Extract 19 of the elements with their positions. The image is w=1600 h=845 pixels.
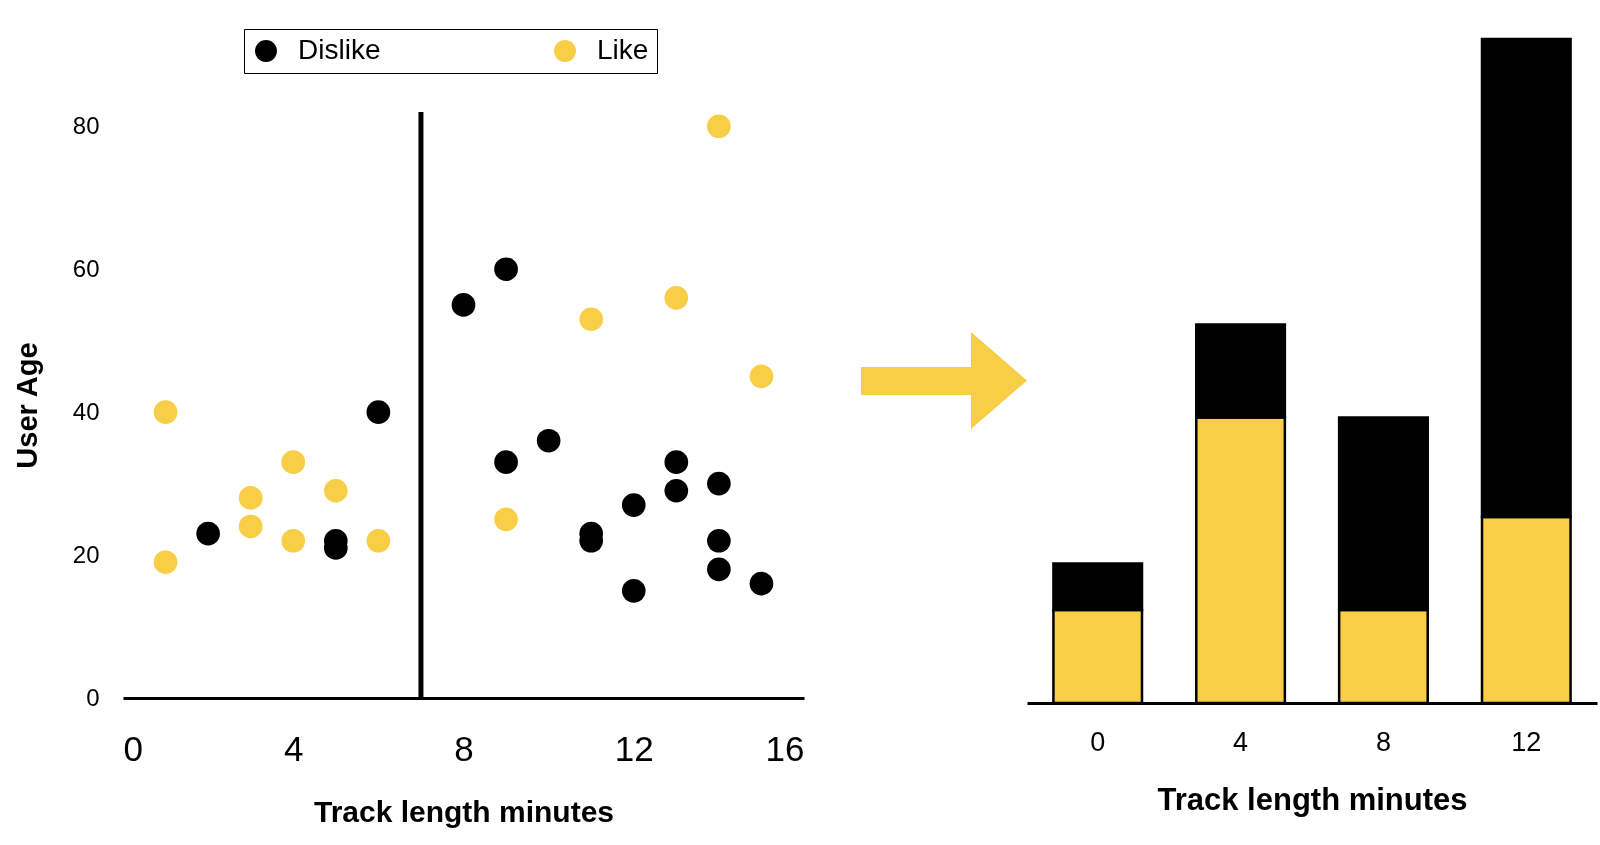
x-axis-title: Track length minutes bbox=[313, 794, 615, 828]
x-tick-label: 16 bbox=[765, 728, 805, 768]
x-tick-label: 8 bbox=[454, 728, 474, 768]
y-tick-label: 20 bbox=[72, 540, 100, 568]
x-tick-label: 0 bbox=[123, 728, 143, 768]
x-tick-label: 12 bbox=[1511, 726, 1542, 757]
x-tick-label: 0 bbox=[1090, 726, 1106, 757]
x-tick-label: 8 bbox=[1375, 726, 1391, 757]
x-tick-label: 12 bbox=[614, 728, 654, 768]
legend-label: Like bbox=[597, 34, 649, 65]
x-tick-label: 4 bbox=[1233, 726, 1249, 757]
y-tick-label: 60 bbox=[72, 254, 100, 282]
y-tick-label: 40 bbox=[72, 397, 100, 425]
y-tick-label: 0 bbox=[86, 683, 100, 711]
x-axis-title: Track length minutes bbox=[1157, 781, 1468, 817]
x-tick-label: 4 bbox=[284, 728, 304, 768]
y-tick-label: 80 bbox=[72, 111, 100, 139]
y-axis-title: User Age bbox=[10, 342, 43, 469]
legend-label: Dislike bbox=[298, 34, 381, 65]
